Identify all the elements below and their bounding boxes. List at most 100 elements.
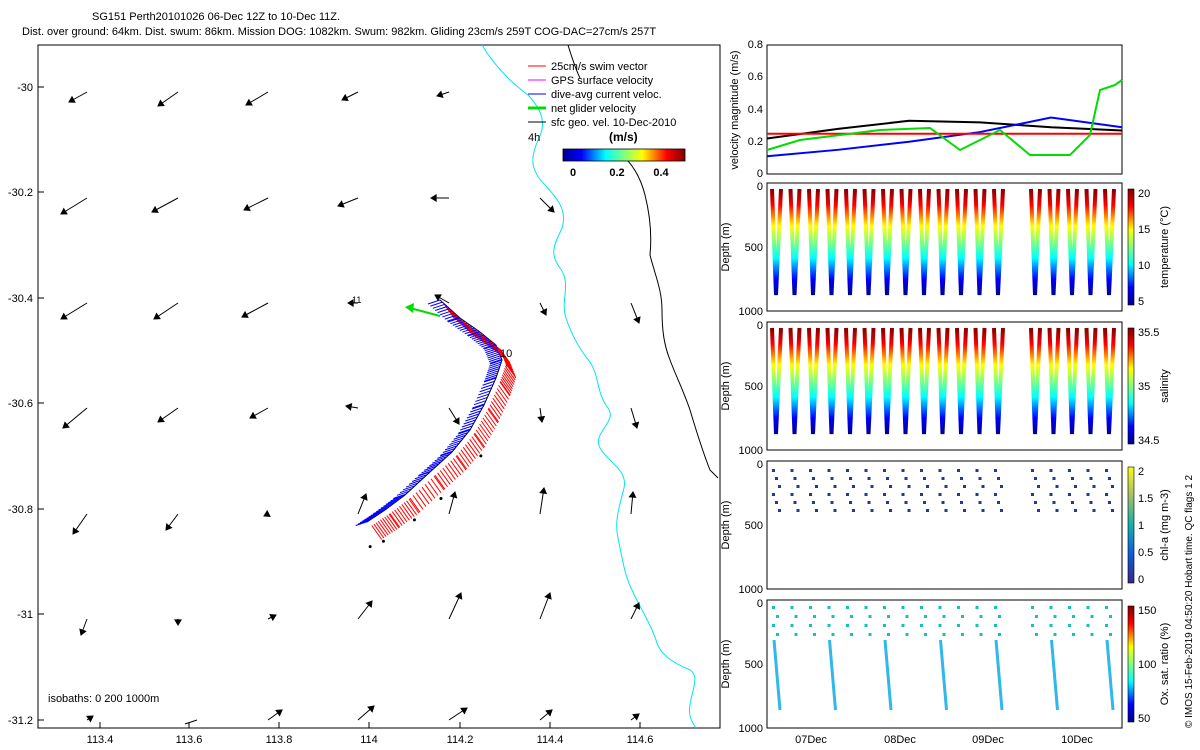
chla-sample — [963, 485, 966, 488]
geo-arrowhead — [241, 310, 249, 318]
dac-vector — [447, 316, 460, 322]
chla-sample — [920, 493, 923, 496]
colorbar-tick: 0 — [570, 167, 576, 179]
chla-sample — [960, 477, 963, 480]
oxygen-sample — [772, 624, 775, 627]
chla-sample — [907, 509, 911, 512]
dac-vector — [460, 425, 473, 431]
time-tick: 07Dec — [795, 734, 827, 746]
swim-vector — [500, 378, 512, 394]
swim-vector — [488, 407, 499, 423]
legend-item-geo: sfc geo. vel. 10-Dec-2010 — [551, 117, 676, 129]
dac-vector — [475, 337, 488, 343]
swim-vector — [495, 391, 507, 407]
geo-arrowhead — [631, 421, 640, 429]
chla-sample — [944, 509, 948, 512]
section-ylabel: Depth (m) — [720, 640, 732, 689]
chla-sample — [849, 501, 852, 504]
swim-vector — [502, 372, 514, 387]
map-x-tick: 113.8 — [266, 734, 293, 746]
geo-arrowhead — [263, 509, 271, 518]
chla-sample — [1000, 485, 1003, 488]
map-y-tick: -30.8 — [8, 504, 33, 516]
dac-vector — [421, 468, 434, 474]
swim-vector — [501, 374, 513, 390]
chla-sample — [1111, 485, 1114, 488]
dac-vector — [475, 396, 488, 402]
swim-vector — [493, 394, 505, 410]
swim-vector — [465, 323, 477, 338]
oxygen-sample — [1068, 606, 1071, 609]
geo-arrowhead — [60, 207, 68, 215]
dac-vector — [364, 515, 377, 521]
dac-vector — [479, 340, 492, 346]
swim-vector — [427, 481, 439, 496]
chla-sample — [867, 477, 871, 480]
section-ytick: 0 — [757, 181, 763, 193]
dac-vector — [484, 346, 497, 352]
oxygen-sample — [957, 624, 960, 627]
swim-vector — [492, 397, 504, 413]
dac-vector — [488, 357, 502, 363]
swim-vector — [394, 509, 406, 525]
swim-vector — [396, 507, 408, 523]
dac-vector — [408, 479, 422, 485]
swim-vector — [469, 438, 481, 454]
chla-sample — [812, 477, 815, 480]
chla-sample — [1092, 509, 1096, 512]
dive-profile — [899, 327, 913, 435]
section-colorbar-tick: 20 — [1138, 188, 1150, 200]
dive-profile — [788, 188, 802, 296]
section-colorbar-tick: 100 — [1138, 659, 1156, 671]
oxygen-sample — [994, 606, 997, 609]
oxygen-sample — [961, 633, 964, 636]
dac-vector — [487, 353, 500, 359]
chla-sample — [957, 493, 960, 496]
oxygen-sample — [1109, 633, 1112, 636]
oxygen-sample — [846, 624, 849, 627]
coastline-isobath — [481, 44, 697, 729]
chla-sample — [975, 493, 979, 496]
time-tick: 09Dec — [972, 734, 1004, 746]
dac-vector — [486, 368, 500, 374]
dac-vector — [424, 465, 437, 471]
geo-arrowhead — [79, 628, 87, 636]
section-colorbar-tick: 0 — [1138, 574, 1144, 586]
oxygen-sample — [1090, 615, 1094, 618]
swim-vector — [456, 454, 468, 470]
section-colorbar-tick: 5 — [1138, 296, 1144, 308]
chla-sample — [978, 477, 982, 480]
swim-vector — [479, 423, 491, 439]
chla-sample — [938, 493, 942, 496]
section-axes-box — [766, 599, 1123, 729]
chla-sample — [1031, 469, 1034, 472]
swim-vector — [418, 489, 430, 505]
track-time-label: 10 — [500, 348, 512, 360]
dive-profile — [1084, 188, 1098, 296]
figure-title-line1: SG151 Perth20101026 06-Dec 12Z to 10-Dec… — [92, 11, 341, 23]
dac-vector — [469, 333, 483, 339]
dac-vector — [402, 485, 416, 491]
chla-sample — [852, 509, 855, 512]
geo-arrowhead — [337, 200, 345, 208]
dive-profile — [973, 188, 987, 296]
oxygen-sample — [924, 633, 927, 636]
chla-sample — [907, 485, 911, 488]
chla-sample — [1071, 477, 1074, 480]
velocity-line — [766, 116, 1123, 158]
chla-sample — [978, 501, 982, 504]
chla-sample — [920, 469, 923, 472]
chla-sample — [944, 485, 948, 488]
geo-arrowhead — [455, 592, 463, 600]
geo-arrowhead — [436, 90, 444, 98]
dac-vector — [359, 518, 373, 524]
chla-sample — [926, 509, 929, 512]
chla-sample — [1000, 509, 1003, 512]
chla-sample — [793, 501, 797, 504]
dac-vector — [385, 499, 398, 505]
chla-sample — [1068, 493, 1071, 496]
section-axes-box — [766, 460, 1123, 590]
section-ytick: 0 — [757, 459, 763, 471]
dac-vector — [484, 376, 497, 382]
dac-vector — [357, 519, 371, 525]
